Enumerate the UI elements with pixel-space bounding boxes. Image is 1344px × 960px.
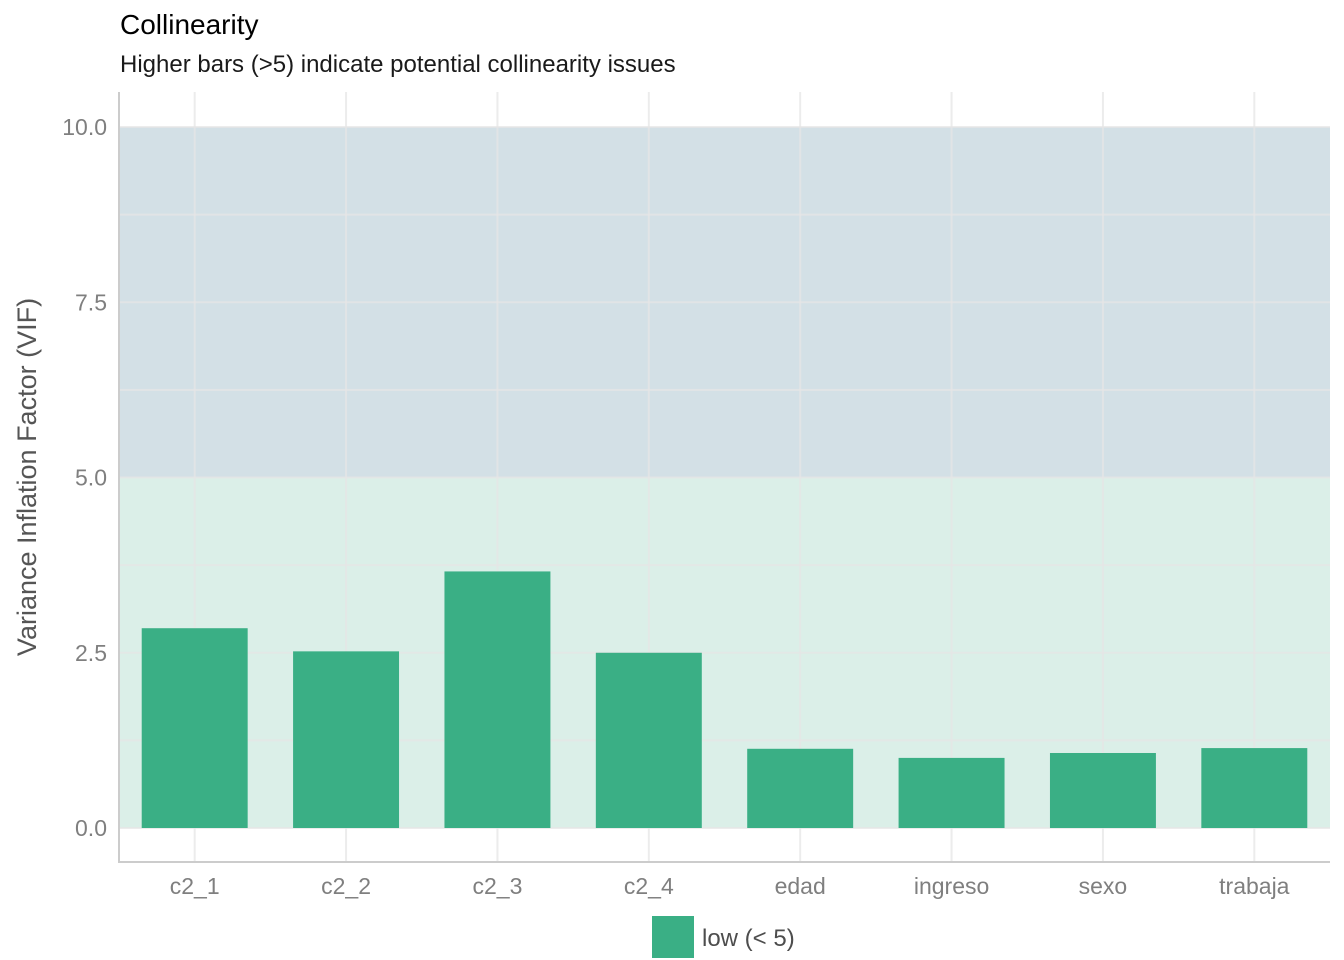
bar-c2_4 [595, 652, 702, 828]
y-tick-label: 0.0 [75, 815, 107, 841]
x-tick-label: edad [775, 873, 826, 899]
legend: low (< 5) [652, 916, 795, 958]
y-tick-label: 2.5 [75, 640, 107, 666]
x-tick-label: c2_2 [321, 873, 371, 899]
bar-c2_3 [444, 571, 551, 828]
x-tick-label: ingreso [914, 873, 989, 899]
legend-swatch [652, 916, 694, 958]
x-tick-labels: c2_1 c2_2 c2_3 c2_4 edad ingreso sexo trabaja [170, 873, 1290, 899]
bar-sexo [1049, 752, 1156, 828]
x-tick-label: c2_3 [473, 873, 523, 899]
bar-ingreso [898, 757, 1005, 828]
bar-c2_1 [141, 628, 248, 828]
axis-lines [118, 92, 1330, 863]
chart-subtitle: Higher bars (>5) indicate potential coll… [120, 51, 676, 78]
y-tick-label: 10.0 [62, 114, 107, 140]
y-axis-title: Variance Inflation Factor (VIF) [12, 298, 42, 656]
bars [141, 571, 1308, 828]
y-tick-labels: 0.0 2.5 5.0 7.5 10.0 [62, 114, 107, 841]
bar-trabaja [1201, 748, 1308, 828]
x-tick-label: sexo [1079, 873, 1128, 899]
x-tick-label: trabaja [1219, 873, 1290, 899]
chart-title: Collinearity [120, 9, 259, 40]
bar-c2_2 [293, 651, 400, 828]
legend-label: low (< 5) [702, 925, 795, 952]
x-tick-label: c2_1 [170, 873, 220, 899]
bar-edad [747, 748, 854, 828]
x-tick-label: c2_4 [624, 873, 674, 899]
y-tick-label: 5.0 [75, 465, 107, 491]
y-tick-label: 7.5 [75, 289, 107, 315]
